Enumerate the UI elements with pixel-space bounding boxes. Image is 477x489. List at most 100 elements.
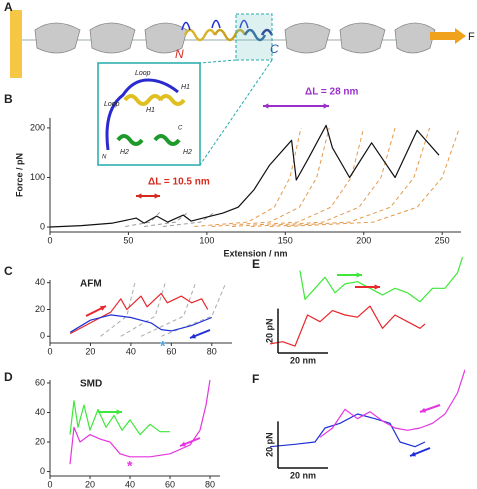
arrow-head — [100, 306, 106, 311]
trace — [50, 124, 440, 228]
trace — [69, 379, 211, 465]
fit-curve — [100, 282, 136, 337]
scale-label-x: 20 nm — [290, 470, 316, 480]
inset-label: Loop — [104, 101, 120, 108]
x-tick-label: 80 — [205, 479, 215, 489]
loop — [105, 78, 179, 151]
zoom-line — [199, 59, 237, 64]
panel-label: B — [4, 92, 13, 106]
chart: 0 20 40 60 80 0 20 40 AFM * — [35, 277, 232, 356]
panel-title: SMD — [80, 379, 102, 390]
scale-label-y: 20 pN — [264, 432, 274, 457]
helix-h2 — [116, 134, 181, 146]
x-tick-label: 60 — [166, 346, 176, 356]
x-tick-label: 60 — [165, 479, 175, 489]
x-tick-label: 200 — [356, 235, 371, 245]
surface — [10, 10, 22, 78]
fit-curve — [286, 127, 460, 227]
helix-h1 — [123, 94, 186, 106]
trace — [270, 413, 426, 448]
arrow-head — [116, 409, 122, 415]
inset-label: H2 — [120, 149, 129, 156]
annotation: * — [160, 338, 166, 354]
arrow-head — [410, 451, 416, 457]
chart: 0 50 100 150 200 250 0 100 200 Extension / nm Forc… — [14, 87, 461, 258]
inset-label: C — [178, 126, 183, 132]
fit-curve — [250, 127, 396, 227]
trace — [69, 314, 213, 333]
inset-label: H1 — [146, 107, 155, 114]
x-tick-label: 250 — [435, 235, 450, 245]
y-tick-label: 20 — [35, 436, 45, 446]
arrow-head — [190, 333, 196, 339]
arrow-head — [356, 272, 362, 278]
arrow-head — [420, 407, 426, 413]
x-axis-label: Extension / nm — [223, 248, 287, 258]
y-axis-label: Force / pN — [14, 153, 24, 197]
chart: 0 20 40 60 80 0 20 40 60 SMD * — [35, 377, 220, 489]
y-tick-label: 100 — [30, 172, 45, 182]
x-tick-label: 0 — [47, 346, 52, 356]
fit-curve — [125, 211, 161, 227]
panel-label: D — [4, 370, 13, 384]
y-tick-label: 0 — [40, 221, 45, 231]
arrow-head — [263, 103, 269, 109]
panel-label: A — [4, 0, 13, 14]
force-label: F — [468, 31, 475, 43]
trace — [319, 369, 465, 438]
inset-label: H1 — [181, 84, 190, 91]
x-tick-label: 100 — [199, 235, 214, 245]
x-tick-label: 20 — [85, 346, 95, 356]
chart: 20 nm 20 pN — [264, 369, 465, 480]
fit-curve — [162, 211, 215, 227]
arrow-head — [180, 441, 186, 447]
fit-curve — [211, 127, 330, 227]
panel-label: C — [4, 264, 13, 278]
x-tick-label: 0 — [47, 235, 52, 245]
panel-label: E — [252, 257, 260, 271]
arrow-head — [374, 284, 380, 290]
trace — [69, 400, 170, 436]
x-tick-label: 0 — [47, 479, 52, 489]
arrow-head — [136, 193, 142, 199]
fit-curve — [161, 282, 227, 337]
zoom-box — [235, 13, 273, 61]
chart: 20 nm 20 pN — [264, 257, 464, 365]
ig-domains — [34, 22, 436, 54]
force-arrow — [430, 28, 466, 44]
y-tick-label: 40 — [35, 277, 45, 287]
panel-title: AFM — [80, 279, 102, 290]
x-tick-label: 20 — [85, 479, 95, 489]
y-tick-label: 20 — [35, 304, 45, 314]
inset: Loop Loop H1 H1 H2 H2 N C — [97, 62, 201, 166]
annotation: ΔL = 28 nm — [305, 87, 359, 98]
scale-label-y: 20 pN — [264, 319, 274, 344]
trace — [69, 292, 209, 335]
inset-label: H2 — [183, 149, 192, 156]
y-tick-label: 40 — [35, 407, 45, 417]
scale-label-x: 20 nm — [290, 355, 316, 365]
fit-curve — [140, 282, 197, 337]
arrow-head — [154, 193, 160, 199]
x-tick-label: 40 — [126, 346, 136, 356]
x-tick-label: 150 — [278, 235, 293, 245]
x-tick-label: 40 — [125, 479, 135, 489]
fit-curve — [269, 127, 431, 227]
diagram: F N C Loop Loop H1 H1 H2 H2 N C — [10, 10, 475, 166]
c-terminus: C — [270, 42, 279, 56]
y-tick-label: 0 — [40, 331, 45, 341]
trace — [299, 257, 464, 303]
annotation: ΔL = 10.5 nm — [148, 177, 210, 188]
x-tick-label: 80 — [207, 346, 217, 356]
fit-curve — [194, 127, 302, 227]
x-tick-label: 50 — [123, 235, 133, 245]
n-terminus: N — [175, 47, 184, 61]
panel-label: F — [252, 372, 259, 386]
y-tick-label: 200 — [30, 122, 45, 132]
inset-label: Loop — [135, 70, 151, 77]
y-tick-label: 0 — [40, 466, 45, 476]
y-tick-label: 60 — [35, 377, 45, 387]
fit-curve — [231, 127, 365, 227]
